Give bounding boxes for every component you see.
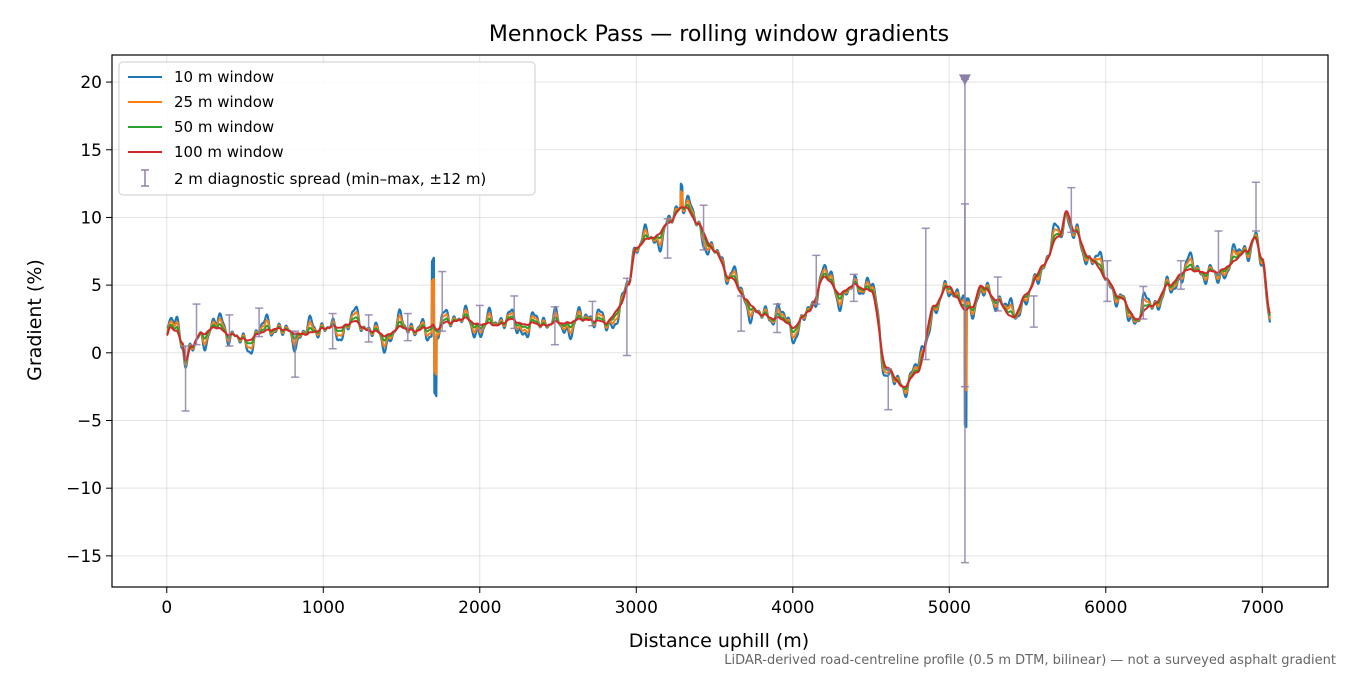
- legend-label-spread: 2 m diagnostic spread (min–max, ±12 m): [174, 170, 486, 188]
- legend-label-50m: 50 m window: [174, 118, 274, 136]
- spread-bar: [1029, 295, 1038, 328]
- spread-bar: [737, 295, 746, 332]
- spread-bar: [192, 303, 201, 346]
- spread-bar: [225, 314, 234, 347]
- x-tick-label: 2000: [458, 598, 501, 618]
- spread-bar: [993, 276, 1002, 312]
- spread-bar: [1067, 186, 1076, 234]
- series-lines: [166, 182, 1272, 429]
- spread-bar: [812, 254, 821, 305]
- y-tick-label: 10: [80, 208, 102, 228]
- spread-bar: [438, 270, 447, 332]
- spike-marker-triangle: [958, 74, 971, 86]
- legend-swatch-spread: [141, 169, 149, 187]
- spread-bar: [181, 345, 190, 412]
- footnote: LiDAR-derived road-centreline profile (0…: [724, 653, 1336, 668]
- spread-bar: [510, 295, 519, 330]
- chart-title: Mennock Pass — rolling window gradients: [489, 22, 949, 47]
- legend-label-25m: 25 m window: [174, 93, 274, 111]
- y-tick-label: 20: [80, 73, 102, 93]
- grid-lines: [112, 55, 1328, 587]
- x-tick-label: 3000: [615, 598, 658, 618]
- spread-bar: [403, 312, 412, 342]
- series-line-0: [166, 182, 1272, 429]
- spread-bar: [328, 312, 337, 350]
- y-tick-label: 5: [91, 276, 102, 296]
- legend-box: [118, 61, 536, 196]
- x-tick-label: 7000: [1241, 598, 1284, 618]
- y-tick-label: −15: [66, 547, 102, 567]
- y-tick-label: 0: [91, 344, 102, 364]
- x-tick-label: 0: [161, 598, 172, 618]
- y-tick-label: −10: [66, 479, 102, 499]
- spread-bar: [550, 306, 559, 346]
- x-tick-label: 4000: [771, 598, 814, 618]
- series-line-3: [166, 206, 1271, 388]
- spread-bar: [960, 203, 969, 388]
- spread-bar: [1252, 181, 1261, 232]
- spread-bar: [475, 304, 484, 331]
- spread-bar: [291, 330, 300, 378]
- spread-bar: [1176, 260, 1185, 290]
- spread-bar: [773, 303, 782, 334]
- spread-bar: [364, 314, 373, 343]
- x-axis-ticks: 0 1000 2000 3000 4000 5000 6000 7000: [161, 587, 1284, 618]
- spread-bar: [255, 307, 264, 338]
- spread-bar: [849, 273, 858, 303]
- legend-label-100m: 100 m window: [174, 143, 284, 161]
- y-axis-label: Gradient (%): [24, 259, 46, 381]
- spread-bar: [921, 227, 930, 361]
- series-line-1: [166, 190, 1272, 395]
- x-tick-label: 5000: [928, 598, 971, 618]
- x-axis-label: Distance uphill (m): [629, 630, 809, 652]
- spread-bar: [1139, 285, 1148, 320]
- spread-bar: [1214, 230, 1223, 276]
- spike-marker: [958, 74, 971, 86]
- spread-bar: [884, 368, 893, 411]
- spread-bar: [622, 277, 631, 357]
- series-line-2: [166, 203, 1272, 391]
- spread-bar: [588, 300, 597, 327]
- y-axis-ticks: −15 −10 −5 0 5 10 15 20: [66, 73, 112, 567]
- diagnostic-spread-bars: [181, 78, 1261, 564]
- spread-bar: [663, 218, 672, 259]
- x-tick-label: 1000: [302, 598, 345, 618]
- plot-frame: [111, 54, 1329, 588]
- spread-bar: [1103, 260, 1112, 303]
- legend: 10 m window 25 m window 50 m window 100 …: [118, 61, 536, 196]
- spread-bar: [699, 204, 708, 251]
- x-tick-label: 6000: [1084, 598, 1127, 618]
- y-tick-label: 15: [80, 141, 102, 161]
- legend-label-10m: 10 m window: [174, 68, 274, 86]
- y-tick-label: −5: [77, 411, 102, 431]
